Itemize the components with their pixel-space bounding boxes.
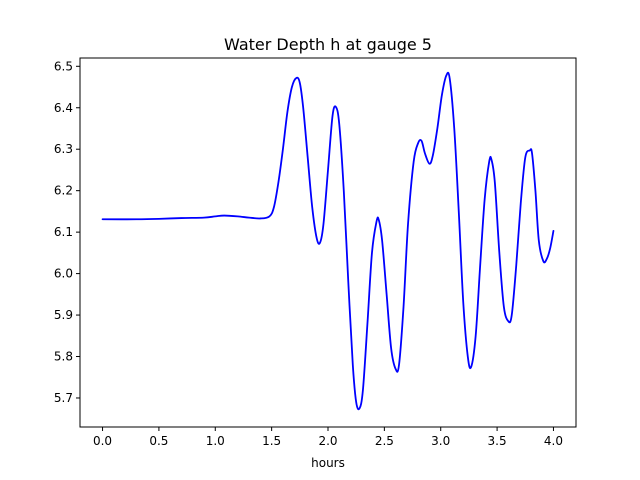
x-axis: 0.0 0.5 1.0 1.5 2.0 2.5 3.0 3.5 4.0: [93, 427, 563, 448]
x-axis-label: hours: [311, 456, 345, 470]
y-tick-label: 6.1: [54, 225, 73, 239]
y-tick-label: 5.8: [54, 350, 73, 364]
x-tick-label: 0.0: [93, 434, 112, 448]
x-tick-label: 2.5: [375, 434, 394, 448]
chart-title: Water Depth h at gauge 5: [224, 35, 432, 54]
x-tick-label: 3.0: [431, 434, 450, 448]
x-tick-label: 4.0: [544, 434, 563, 448]
y-tick-label: 6.2: [54, 184, 73, 198]
x-tick-label: 1.5: [262, 434, 281, 448]
x-tick-label: 1.0: [206, 434, 225, 448]
y-tick-label: 6.5: [54, 59, 73, 73]
plot-frame: [79, 57, 577, 428]
x-tick-label: 2.0: [318, 434, 337, 448]
y-tick-label: 6.4: [54, 101, 73, 115]
y-tick-label: 6.3: [54, 142, 73, 156]
series-line: [101, 71, 555, 411]
x-tick-label: 0.5: [149, 434, 168, 448]
y-tick-label: 5.9: [54, 308, 73, 322]
x-tick-label: 3.5: [488, 434, 507, 448]
y-tick-label: 5.7: [54, 391, 73, 405]
y-axis: 5.7 5.8 5.9 6.0 6.1 6.2 6.3 6.4 6.5: [54, 59, 80, 405]
y-tick-label: 6.0: [54, 267, 73, 281]
